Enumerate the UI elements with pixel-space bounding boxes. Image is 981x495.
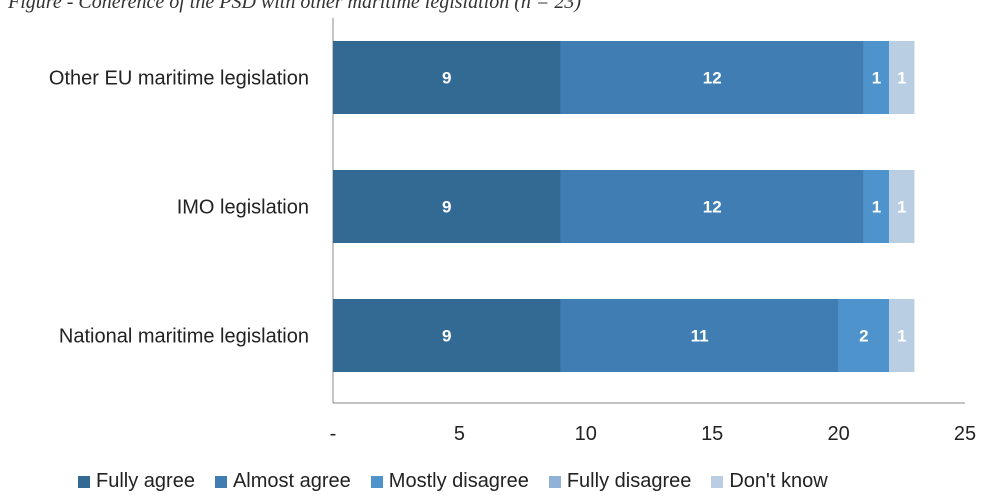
data-label: 1 bbox=[872, 69, 881, 88]
legend-swatch bbox=[548, 475, 561, 488]
bar-segment bbox=[863, 41, 890, 114]
figure-caption: Figure - Coherence of the PSD with other… bbox=[8, 0, 582, 13]
bar-segment bbox=[889, 170, 915, 243]
bar-segment bbox=[560, 299, 839, 372]
x-tick-label: 25 bbox=[954, 423, 976, 445]
legend-label: Mostly disagree bbox=[388, 470, 529, 492]
bar-segment bbox=[889, 41, 915, 114]
bar-segment bbox=[560, 170, 864, 243]
legend-item: Mostly disagree bbox=[370, 470, 529, 493]
data-label: 9 bbox=[442, 327, 451, 346]
bar-segment bbox=[863, 170, 890, 243]
legend-swatch bbox=[214, 475, 227, 488]
bar-segment bbox=[333, 299, 561, 372]
legend-swatch bbox=[370, 475, 383, 488]
x-tick-label: 20 bbox=[827, 423, 849, 445]
legend-item: Fully agree bbox=[78, 470, 195, 493]
legend-swatch bbox=[711, 475, 724, 488]
chart-legend: Fully agree Almost agree Mostly disagree Fu… bbox=[78, 470, 828, 493]
legend-item: Don't know bbox=[711, 470, 828, 493]
category-label: Other EU maritime legislation bbox=[49, 68, 309, 90]
legend-label: Fully agree bbox=[96, 470, 195, 492]
data-label: 11 bbox=[691, 327, 709, 346]
data-label: 1 bbox=[872, 198, 881, 217]
category-label: IMO legislation bbox=[177, 197, 309, 219]
data-label: 2 bbox=[859, 327, 868, 346]
category-label: National maritime legislation bbox=[59, 326, 309, 348]
legend-label: Almost agree bbox=[232, 470, 351, 492]
data-label: 9 bbox=[442, 69, 451, 88]
bar-segment bbox=[889, 299, 915, 372]
legend-label: Fully disagree bbox=[566, 470, 692, 492]
legend-swatch bbox=[78, 475, 90, 488]
bar-segment bbox=[333, 170, 561, 243]
bar-segment bbox=[333, 41, 561, 114]
x-tick-label: 10 bbox=[575, 423, 597, 445]
data-label: 1 bbox=[897, 69, 906, 88]
x-tick-label: - bbox=[330, 423, 337, 445]
data-label: 1 bbox=[897, 198, 906, 217]
x-tick-label: 15 bbox=[701, 423, 723, 445]
bar-segment bbox=[838, 299, 890, 372]
x-tick-label: 5 bbox=[454, 423, 465, 445]
data-label: 12 bbox=[703, 69, 722, 88]
legend-item: Fully disagree bbox=[548, 470, 692, 493]
data-label: 9 bbox=[442, 198, 451, 217]
legend-item: Almost agree bbox=[214, 470, 351, 493]
legend-label: Don't know bbox=[729, 470, 828, 492]
data-label: 12 bbox=[703, 198, 722, 217]
bar-segment bbox=[560, 41, 864, 114]
data-label: 1 bbox=[897, 327, 906, 346]
